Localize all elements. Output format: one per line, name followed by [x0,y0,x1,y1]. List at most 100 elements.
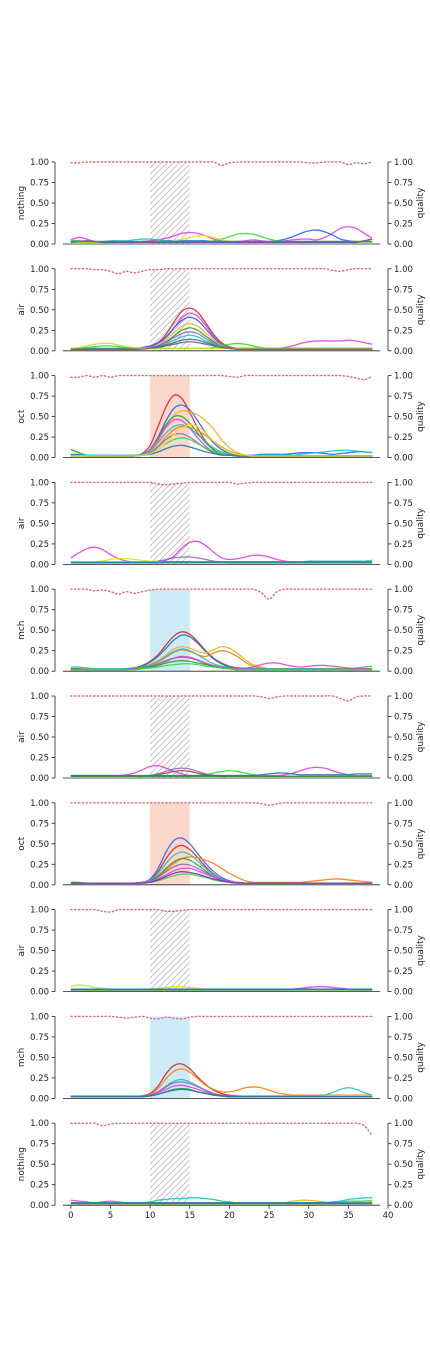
left-y-tick-label: 1.00 [30,906,49,916]
x-tick-label: 10 [145,1211,156,1221]
trace-line [70,432,373,457]
quality-line [70,802,373,806]
left-y-tick-label: 0.75 [30,285,49,295]
x-tick-label: 15 [184,1211,195,1221]
panel-9: 0.00 0.00 0.25 0.25 0.50 0.50 0.75 0.75 1.00 1.00… [17,1012,426,1104]
left-y-tick-label: 0.50 [30,199,49,209]
trace-group [70,540,373,564]
quality-line [70,267,373,275]
panel-stack: 0.00 0.00 0.25 0.25 0.50 0.50 0.75 0.75 1.00 1.00… [17,158,426,1211]
right-y-tick-label: 0.25 [394,647,413,657]
quality-ylabel: quality [416,614,426,645]
left-y-tick-label: 0.75 [30,1140,49,1150]
trace-line [70,871,373,884]
quality-line [70,908,373,913]
panel-1: 0.00 0.00 0.25 0.25 0.50 0.50 0.75 0.75 1.00 1.00… [17,158,426,250]
quality-ylabel: quality [416,187,426,218]
left-y-tick-label: 0.50 [30,1160,49,1170]
left-y-tick-label: 0.75 [30,179,49,189]
x-axis: 0 5 10 15 20 25 30 35 40 [68,1205,393,1221]
left-y-tick-label: 0.00 [30,560,49,570]
left-y-tick-label: 0.00 [30,988,49,998]
left-y-tick-label: 0.50 [30,1053,49,1063]
right-y-tick-label: 0.00 [394,988,413,998]
trace-line [70,341,373,350]
panel-3: 0.00 0.00 0.25 0.25 0.50 0.50 0.75 0.75 1.00 1.00… [17,372,426,464]
right-y-tick-label: 0.00 [394,454,413,464]
right-y-tick-label: 0.75 [394,392,413,402]
panel-2: 0.00 0.00 0.25 0.25 0.50 0.50 0.75 0.75 1.00 1.00… [17,265,426,357]
quality-line [70,161,373,166]
left-y-tick-label: 0.00 [30,1201,49,1211]
trace-group [70,984,373,991]
left-y-tick-label: 0.25 [30,967,49,977]
trace-line [70,851,373,884]
right-y-tick-label: 0.25 [394,967,413,977]
panel-ylabel: air [17,731,27,743]
stimulus-window [150,909,190,992]
right-y-tick-label: 0.75 [394,606,413,616]
left-y-tick-label: 0.00 [30,774,49,784]
left-y-tick-label: 0.75 [30,606,49,616]
trace-group [70,394,373,457]
right-y-tick-label: 0.75 [394,926,413,936]
right-y-tick-label: 0.00 [394,560,413,570]
trace-group [70,631,373,671]
right-y-tick-label: 1.00 [394,585,413,595]
right-y-tick-label: 0.50 [394,306,413,316]
x-tick-label: 30 [303,1211,314,1221]
right-y-tick-label: 0.00 [394,667,413,677]
right-y-tick-label: 1.00 [394,1012,413,1022]
quality-line [70,1122,373,1137]
x-tick-label: 5 [108,1211,113,1221]
left-y-tick-label: 0.25 [30,433,49,443]
left-y-tick-label: 1.00 [30,372,49,382]
left-y-tick-label: 0.25 [30,1181,49,1191]
right-y-tick-label: 0.00 [394,774,413,784]
left-y-tick-label: 0.50 [30,306,49,316]
right-y-tick-label: 1.00 [394,158,413,168]
right-y-tick-label: 0.00 [394,1201,413,1211]
left-y-tick-label: 0.75 [30,713,49,723]
left-y-tick-label: 0.00 [30,881,49,891]
quality-line [70,1015,373,1020]
quality-line [70,588,373,600]
panel-6: 0.00 0.00 0.25 0.25 0.50 0.50 0.75 0.75 1.00 1.00… [17,692,426,784]
quality-line [70,374,373,381]
left-y-tick-label: 1.00 [30,799,49,809]
trace-line [70,342,373,350]
right-y-tick-label: 0.75 [394,1140,413,1150]
trace-line [70,424,373,457]
panel-ylabel: air [17,517,27,529]
right-y-tick-label: 0.25 [394,220,413,230]
panel-ylabel: mch [17,1048,27,1067]
trace-line [70,648,373,670]
trace-line [70,837,373,884]
trace-group [70,1197,373,1205]
stimulus-window [150,696,190,778]
left-y-tick-label: 1.00 [30,1119,49,1129]
right-y-tick-label: 0.00 [394,240,413,250]
left-y-tick-label: 1.00 [30,478,49,488]
right-y-tick-label: 0.50 [394,733,413,743]
right-y-tick-label: 0.75 [394,285,413,295]
left-y-tick-label: 0.25 [30,326,49,336]
left-y-tick-label: 1.00 [30,265,49,275]
trace-line [70,772,373,777]
panel-ylabel: air [17,304,27,316]
stimulus-window [150,162,190,244]
panel-ylabel: oct [17,409,27,423]
right-y-tick-label: 1.00 [394,799,413,809]
quality-ylabel: quality [416,507,426,538]
left-y-tick-label: 0.25 [30,1074,49,1084]
quality-ylabel: quality [416,828,426,859]
left-y-tick-label: 0.00 [30,347,49,357]
right-y-tick-label: 1.00 [394,372,413,382]
left-y-tick-label: 0.50 [30,413,49,423]
right-y-tick-label: 0.25 [394,433,413,443]
trace-line [70,316,373,350]
left-y-tick-label: 0.00 [30,240,49,250]
right-y-tick-label: 0.50 [394,626,413,636]
right-y-tick-label: 0.25 [394,326,413,336]
